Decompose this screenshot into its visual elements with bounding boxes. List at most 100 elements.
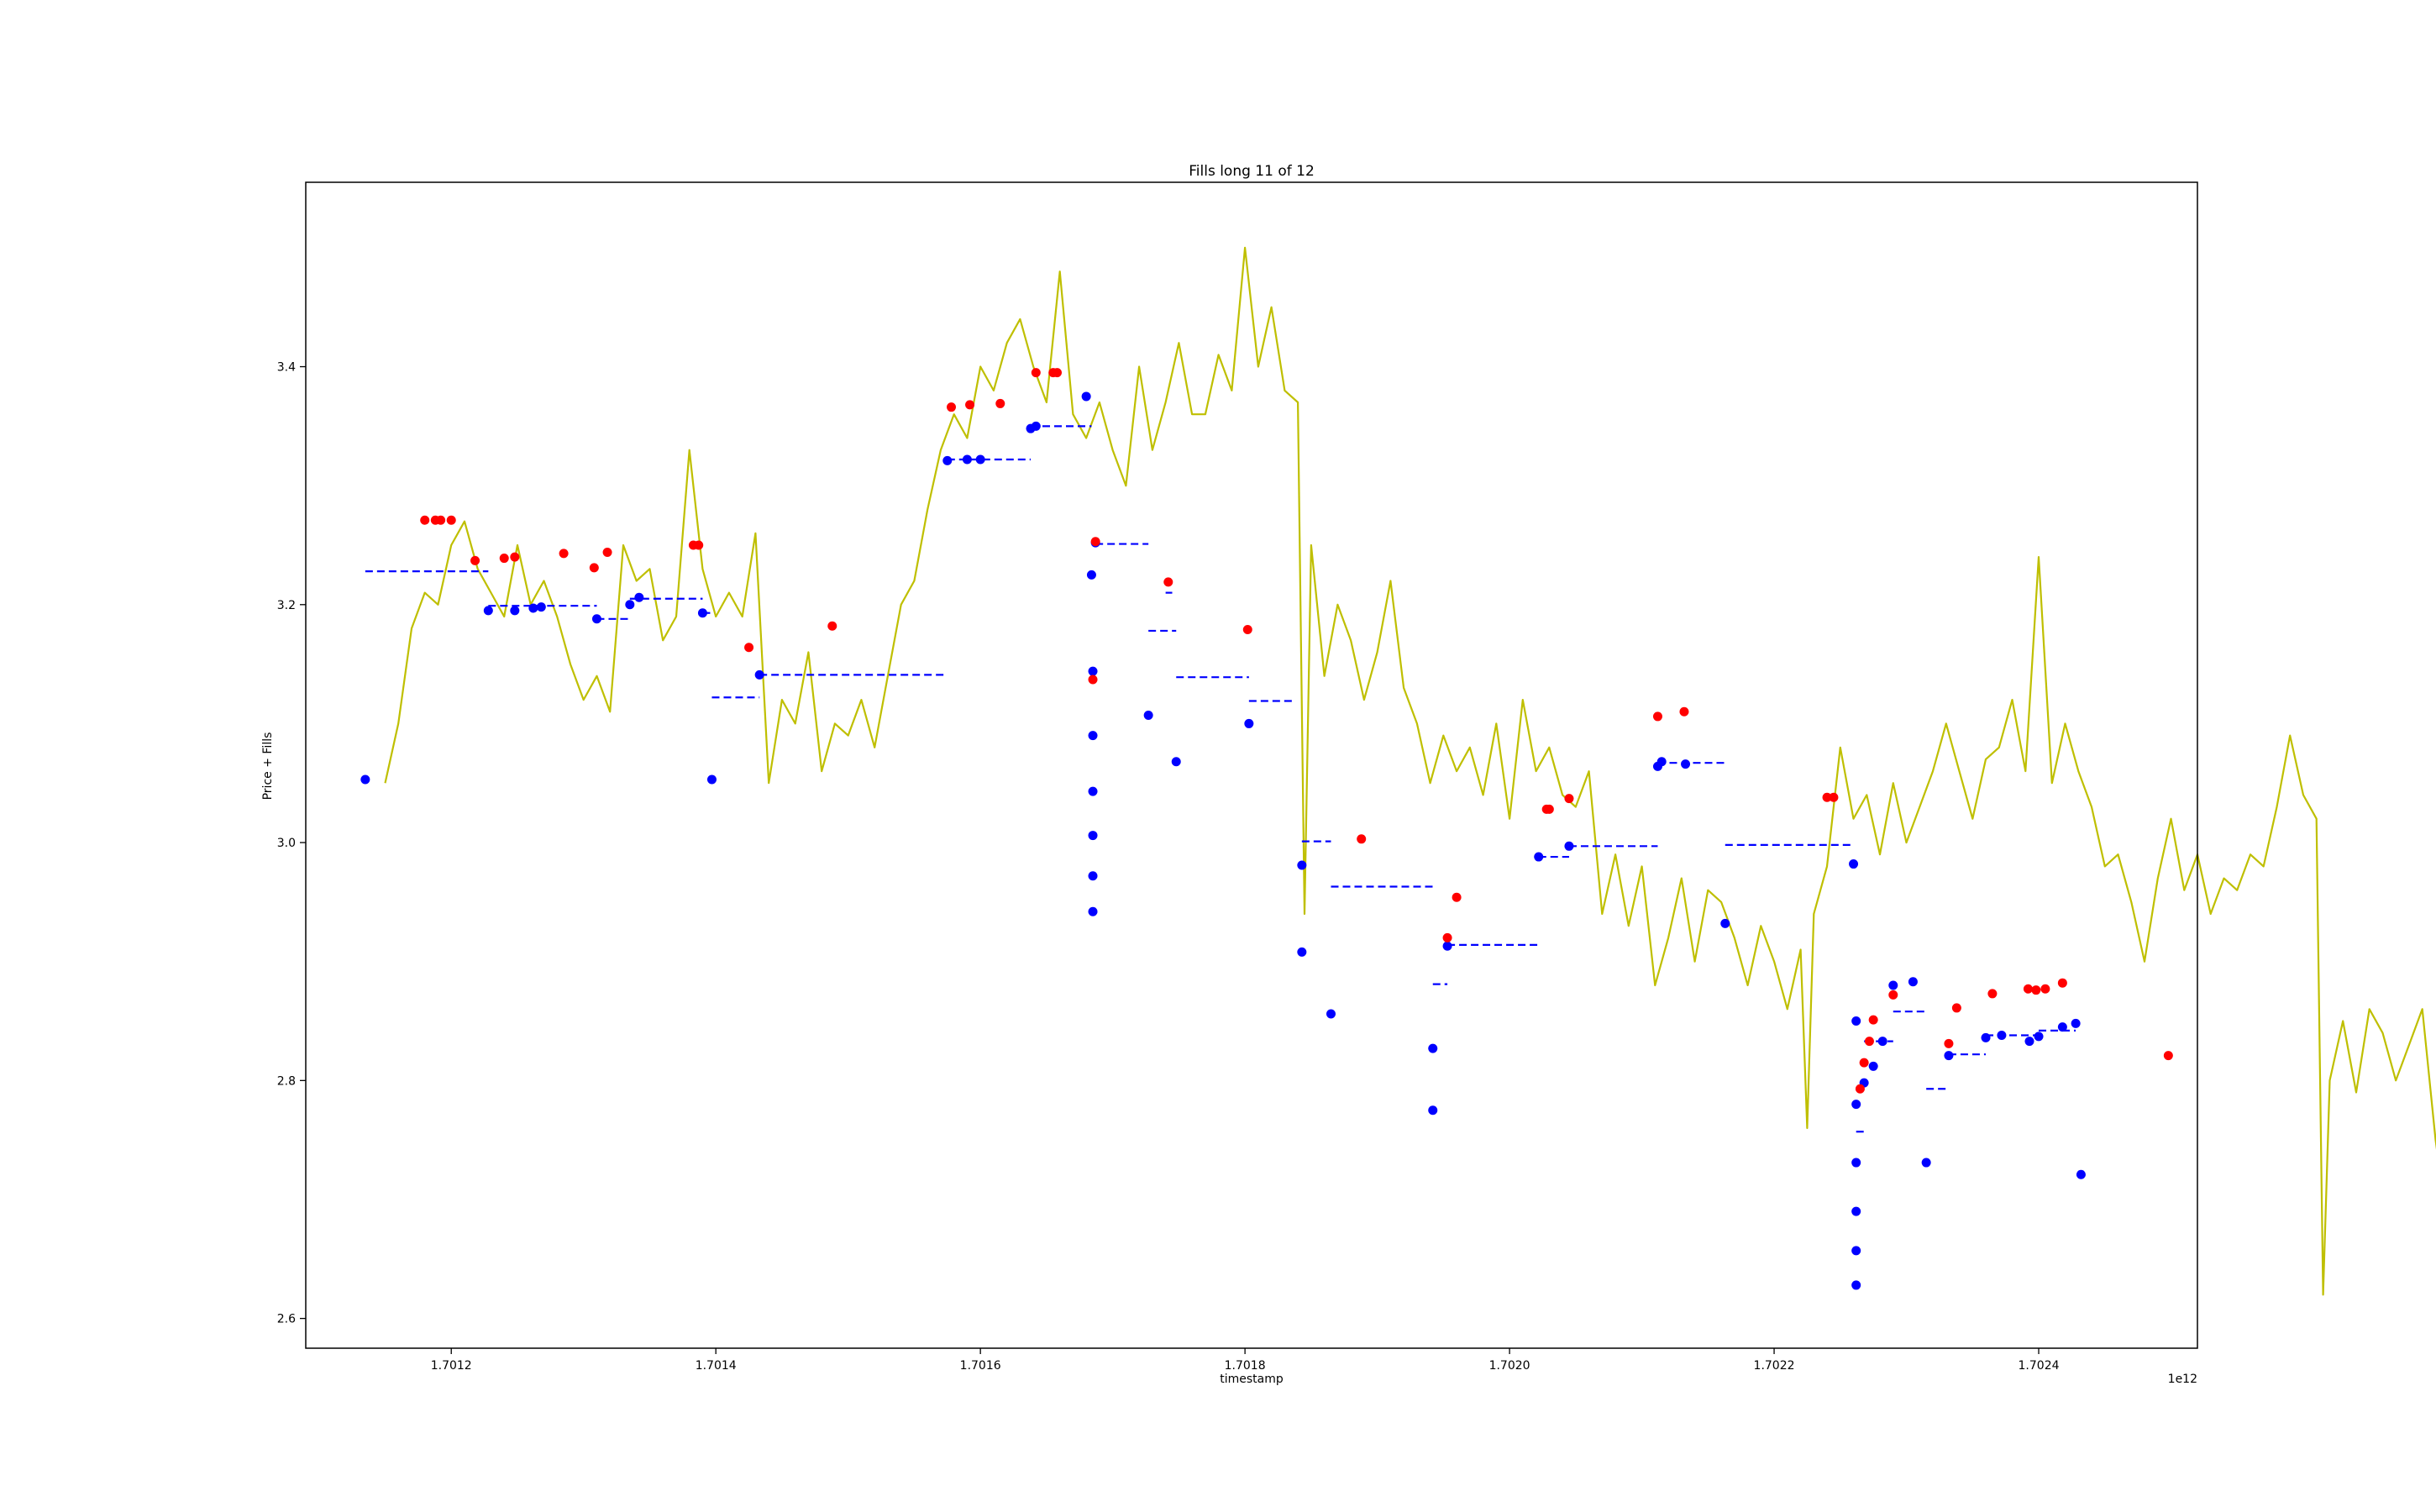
buy-fill-point [1681,759,1691,769]
buy-fill-point [975,454,985,465]
sell-fill-point [1090,537,1100,547]
sell-fill-point [1442,932,1452,942]
buy-fill-point [1877,1037,1887,1047]
y-tick-label: 3.0 [277,837,296,850]
sell-fill-point [1564,794,1574,804]
buy-fill-point [1428,1043,1438,1053]
buy-fill-point [706,774,717,785]
buy-fill-point [1997,1031,2007,1041]
sell-fill-point [1679,706,1689,717]
buy-fill-point [1442,941,1452,951]
sell-fill-point [827,621,837,631]
buy-fill-point [1564,841,1574,851]
buy-fill-point [528,603,538,613]
sell-fill-point [1868,1015,1878,1025]
buy-fill-point [1088,906,1098,916]
sell-fill-point [1855,1084,1865,1094]
sell-fill-point [947,402,957,412]
x-tick-label: 1.7018 [1225,1359,1266,1373]
sell-fill-point [1452,892,1462,902]
buy-fill-point [1851,1016,1861,1026]
sell-fill-point [1822,792,1832,802]
buy-fill-point [1244,718,1254,728]
x-tick-label: 1.7016 [960,1359,1001,1373]
buy-fill-point [1428,1105,1438,1116]
buy-fill-point [2024,1037,2034,1047]
buy-fill-point [1088,831,1098,841]
buy-fill-point [360,774,370,785]
buy-fill-point [2076,1169,2086,1179]
sell-fill-point [1357,834,1367,844]
buy-fill-point [1720,918,1730,928]
y-axis: 2.6 2.8 3.0 3.2 3.4 [277,361,306,1326]
buy-fill-point [483,606,493,616]
sell-fill-point [2163,1051,2173,1061]
buy-fill-point [536,602,546,612]
sell-fill-point [1088,675,1098,685]
x-tick-label: 1.7022 [1754,1359,1795,1373]
axes-frame [305,181,2198,1349]
buy-fill-point [1297,947,1307,957]
x-axis-offset-label: 1e12 [2168,1373,2197,1386]
sell-fill-point [1944,1038,1954,1048]
sell-fill-point [420,515,430,525]
buy-fill-point [1944,1051,1954,1061]
buy-fill-point [1888,980,1898,990]
buy-fill-point [1143,711,1153,721]
sell-fill-point [589,563,599,573]
sell-fill-point [1888,990,1898,1000]
sell-fill-point [1242,625,1252,635]
sell-fill-point [510,552,520,562]
buy-fill-point [1908,977,1918,987]
sell-fill-point [470,555,480,565]
sell-fill-point [1544,804,1554,814]
buy-fill-point [1088,871,1098,881]
buy-fill-point [1849,859,1859,869]
buy-fill-point [1656,757,1667,767]
price-line [384,246,2436,1296]
sell-fill-point [1053,368,1063,378]
buy-fill-point [1534,852,1544,862]
buy-fill-point [1171,757,1181,767]
buy-fill-point [754,669,764,680]
sell-fill-point [436,515,446,525]
buy-fill-point [625,600,635,610]
buy-fill-point [1851,1280,1861,1290]
buy-fill-point [1086,570,1096,580]
buy-fill-point [2071,1018,2081,1028]
buy-fill-point [2034,1032,2044,1042]
y-axis-label: Price + Fills [261,732,275,801]
buy-fill-point [1088,786,1098,796]
buy-fill-point [1088,731,1098,741]
sell-fill-point [1864,1037,1874,1047]
sell-fill-point [1031,368,1041,378]
buy-fill-point [634,592,644,602]
y-tick-label: 3.4 [277,361,296,375]
sell-fill-point [744,643,754,653]
sell-fill-point [1829,792,1839,802]
sell-fill-point [2040,984,2050,994]
buy-fill-point [1031,421,1041,431]
sell-fill-point [2057,978,2067,988]
y-tick-label: 3.2 [277,599,296,612]
buy-fill-point [1851,1158,1861,1168]
sell-fill-point [446,515,456,525]
sell-fill-point [499,554,509,564]
sell-fill-point [694,540,704,550]
buy-fill-point [1297,860,1307,870]
buy-fill-point [510,606,520,616]
sell-fill-point [2023,984,2033,994]
buy-fill-point [1326,1009,1336,1019]
buy-fill-point [1851,1100,1861,1110]
sell-fill-point [1652,711,1662,722]
buy-fill-point [942,455,953,465]
sell-fill-point [602,547,612,557]
x-tick-label: 1.7012 [431,1359,472,1373]
buy-fill-point [1088,666,1098,676]
x-tick-label: 1.7024 [2019,1359,2060,1373]
y-tick-label: 2.8 [277,1074,296,1088]
x-tick-label: 1.7014 [696,1359,737,1373]
buy-fill-point [1851,1246,1861,1256]
sell-fill-point [965,400,975,410]
